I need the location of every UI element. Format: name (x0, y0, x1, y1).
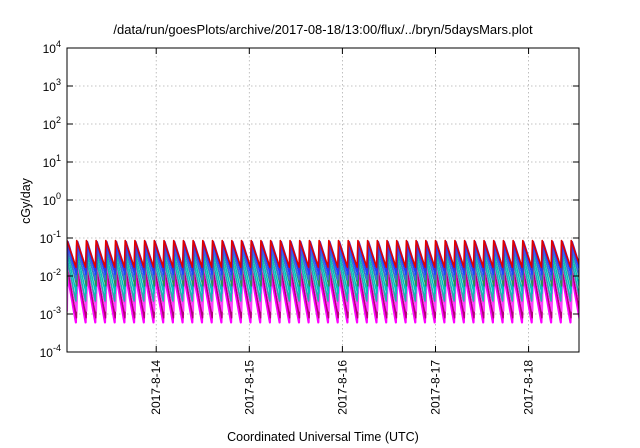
y-axis-label: cGy/day (19, 177, 33, 224)
series-line (67, 257, 579, 302)
y-tick-label: 102 (43, 115, 61, 132)
y-tick-label: 101 (43, 153, 61, 170)
x-axis-label: Coordinated Universal Time (UTC) (227, 430, 419, 444)
x-tick-label: 2017-8-14 (149, 360, 163, 415)
series-line (67, 244, 579, 281)
series-layer (67, 239, 579, 324)
y-tick-label: 10-3 (40, 305, 61, 322)
x-tick-label: 2017-8-15 (242, 360, 256, 415)
y-tick-label: 100 (43, 191, 61, 208)
y-tick-label: 104 (43, 39, 61, 56)
x-tick-label: 2017-8-18 (522, 360, 536, 415)
series-line (67, 270, 579, 324)
series-line (67, 239, 579, 268)
series-line (67, 267, 579, 319)
plot-frame-layer (66, 47, 580, 353)
series-line (67, 252, 579, 295)
y-tick-label: 10-4 (40, 343, 61, 360)
y-tick-label: 103 (43, 77, 61, 94)
x-tick-label: 2017-8-16 (335, 360, 349, 415)
x-tick-labels: 2017-8-14 2017-8-15 2017-8-16 2017-8-17 2017… (149, 360, 535, 415)
chart-title: /data/run/goesPlots/archive/2017-08-18/1… (113, 22, 533, 37)
plot-frame (66, 47, 580, 353)
y-tick-label: 10-2 (40, 267, 61, 284)
x-tick-label: 2017-8-17 (428, 360, 442, 415)
y-tick-label: 10-1 (40, 229, 61, 246)
y-tick-labels: 10-4 10-3 10-2 10-1 100 101 102 103 104 (40, 39, 61, 360)
